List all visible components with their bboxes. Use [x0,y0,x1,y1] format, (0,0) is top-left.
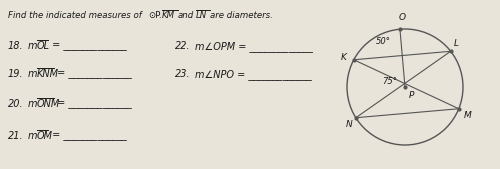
Text: KNM: KNM [37,69,59,79]
Text: m∠NPO = _____________: m∠NPO = _____________ [195,69,312,80]
Text: 19.: 19. [8,69,24,79]
Text: 50°: 50° [376,37,390,45]
Text: m: m [28,99,38,109]
Text: m: m [28,131,38,141]
Text: 21.: 21. [8,131,24,141]
Text: m∠OPM = _____________: m∠OPM = _____________ [195,41,313,52]
Text: m: m [28,69,38,79]
Text: m: m [28,41,38,51]
Text: and: and [178,11,194,20]
Text: ONM: ONM [37,99,60,109]
Text: 23.: 23. [175,69,190,79]
Text: = _____________: = _____________ [49,131,127,141]
Text: 75°: 75° [382,78,397,87]
Text: Find the indicated measures of: Find the indicated measures of [8,11,142,20]
Text: N: N [346,120,352,129]
Text: LN: LN [196,11,207,20]
Text: = _____________: = _____________ [49,41,127,51]
Text: are diameters.: are diameters. [210,11,273,20]
Text: P: P [409,91,414,100]
Text: 22.: 22. [175,41,190,51]
Text: K: K [341,53,347,62]
Text: O: O [398,13,406,22]
Text: 20.: 20. [8,99,24,109]
Text: OL: OL [37,41,50,51]
Text: = _____________: = _____________ [54,99,132,109]
Text: OM: OM [37,131,53,141]
Text: M: M [464,111,471,120]
Text: = _____________: = _____________ [54,69,132,79]
Text: 18.: 18. [8,41,24,51]
Text: ⊙P.: ⊙P. [148,11,162,20]
Text: KM: KM [162,11,175,20]
Text: L: L [454,39,459,48]
